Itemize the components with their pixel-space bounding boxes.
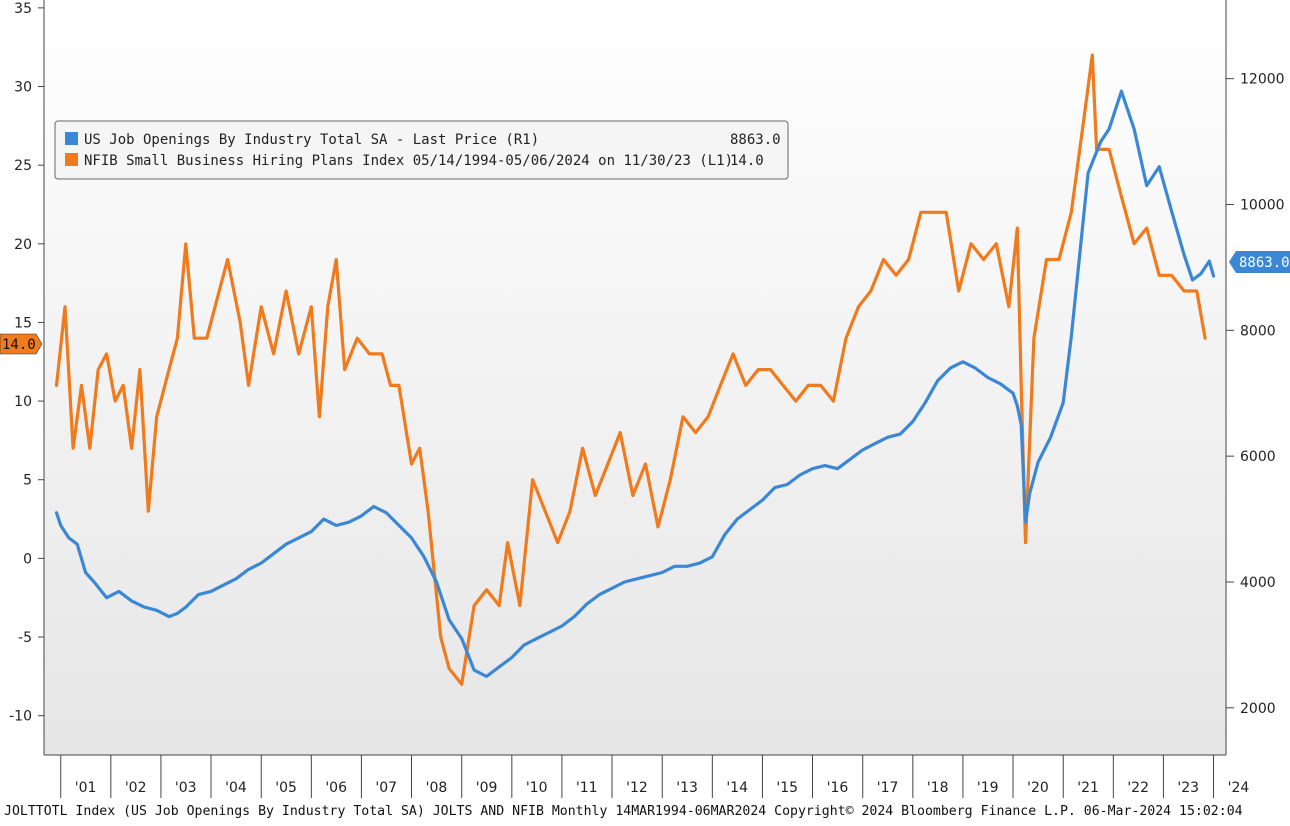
flag-orange-shape	[0, 333, 43, 355]
flag-blue-shape	[1229, 251, 1290, 273]
x-tick-label: '16	[827, 780, 849, 796]
x-tick-label: '01	[75, 780, 97, 796]
x-tick-label: '13	[676, 780, 698, 796]
x-tick-label: '24	[1228, 780, 1250, 796]
footer-text: JOLTTOTL Index (US Job Openings By Indus…	[4, 804, 1243, 819]
legend-label-nfib: NFIB Small Business Hiring Plans Index 0…	[84, 153, 733, 169]
x-tick-label: '18	[927, 780, 949, 796]
left-tick-label: 0	[23, 551, 32, 567]
x-tick-label: '20	[1027, 780, 1049, 796]
left-tick-label: 25	[14, 158, 32, 174]
legend: US Job Openings By Industry Total SA - L…	[54, 120, 789, 180]
x-tick-label: '07	[375, 780, 397, 796]
x-tick-label: '09	[476, 780, 498, 796]
x-tick-label: '21	[1077, 780, 1099, 796]
left-axis-ticks: 35 30 25 20 15 10 5 0 -5 -10	[9, 1, 44, 725]
x-tick-label: '03	[175, 780, 197, 796]
left-tick-label: 10	[14, 394, 32, 410]
legend-box	[54, 120, 789, 180]
x-tick-label: '05	[275, 780, 297, 796]
x-tick-label: '23	[1177, 780, 1199, 796]
series-layer	[54, 53, 1216, 686]
x-tick-label: '12	[626, 780, 648, 796]
left-tick-label: 35	[14, 1, 32, 17]
right-tick-label: 10000	[1240, 197, 1285, 213]
left-tick-label: -5	[18, 630, 32, 646]
right-tick-label: 6000	[1240, 449, 1276, 465]
right-last-value-flag: 8863.0	[1229, 251, 1290, 273]
right-tick-label: 2000	[1240, 701, 1276, 717]
x-tick-label: '02	[125, 780, 147, 796]
right-tick-label: 4000	[1240, 575, 1276, 591]
right-axis-ticks: 12000 10000 8000 6000 4000 2000	[1226, 72, 1285, 717]
left-tick-label: 20	[14, 237, 32, 253]
x-tick-label: '06	[325, 780, 347, 796]
flag-blue-label: 8863.0	[1239, 255, 1290, 271]
left-tick-label: 30	[14, 80, 32, 96]
x-tick-label: '15	[776, 780, 798, 796]
x-axis-ticks: '01 '02 '03 '04 '05 '06 '07 '08 '09 '10 '11 '12 '13 '…	[60, 755, 1250, 798]
x-tick-label: '17	[877, 780, 899, 796]
x-tick-label: '14	[726, 780, 748, 796]
legend-swatch-blue	[65, 132, 78, 145]
x-axis-band	[44, 756, 1226, 798]
left-tick-label: 15	[14, 315, 32, 331]
x-tick-label: '19	[977, 780, 999, 796]
plot-area	[44, 0, 1226, 755]
left-last-value-flag: 14.0	[0, 333, 43, 355]
x-tick-label: '22	[1127, 780, 1149, 796]
right-tick-label: 8000	[1240, 323, 1276, 339]
left-tick-label: 5	[23, 473, 32, 489]
right-tick-label: 12000	[1240, 72, 1285, 88]
left-tick-label: -10	[9, 709, 32, 725]
x-tick-label: '10	[526, 780, 548, 796]
legend-value-nfib: 14.0	[730, 153, 764, 169]
x-tick-label: '04	[225, 780, 247, 796]
series-line-nfib	[54, 53, 1207, 686]
series-line-job-openings	[54, 89, 1216, 679]
flag-orange-label: 14.0	[2, 337, 36, 353]
x-tick-label: '11	[576, 780, 598, 796]
legend-label-job-openings: US Job Openings By Industry Total SA - L…	[84, 132, 539, 148]
legend-value-job-openings: 8863.0	[730, 132, 781, 148]
x-tick-label: '08	[426, 780, 448, 796]
legend-swatch-orange	[65, 153, 78, 166]
